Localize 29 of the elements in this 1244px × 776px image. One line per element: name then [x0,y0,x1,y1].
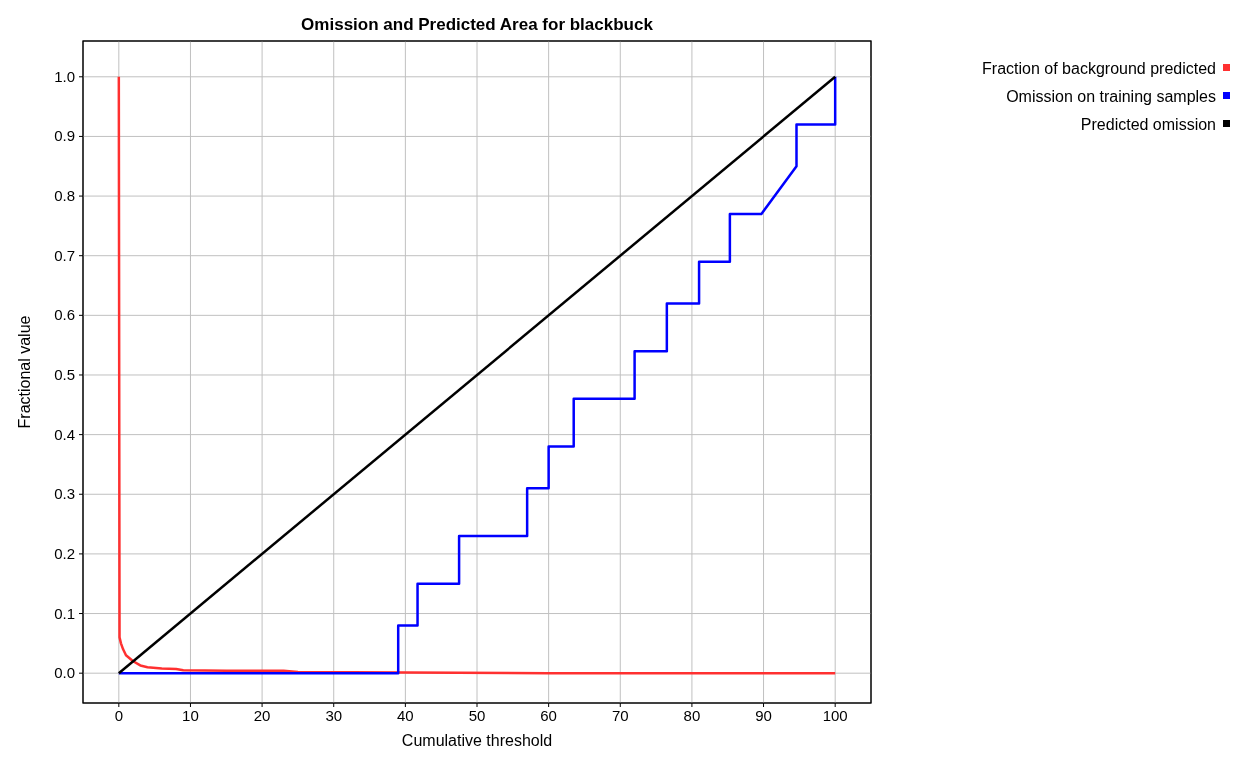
x-tick-label: 90 [755,707,772,724]
x-tick-label: 60 [540,707,557,724]
x-axis-title: Cumulative threshold [401,732,553,749]
y-tick-label: 0.9 [54,127,75,145]
y-tick-label: 0.6 [54,306,75,324]
legend-label: Fraction of background predicted [982,60,1216,77]
y-tick-label: 0.7 [54,246,75,264]
y-tick-label: 0.2 [54,544,75,562]
x-tick-label: 30 [325,707,343,724]
y-tick-label: 0.8 [54,187,75,205]
line-series [117,75,837,675]
legend-label: Predicted omission [1080,116,1216,133]
y-tick-label: 0.4 [54,425,75,443]
y-tick-label: 0.0 [54,664,75,682]
x-tick-label: 0 [114,707,123,724]
x-tick-label: 70 [611,707,629,724]
x-tick-label: 40 [397,707,414,724]
x-tick-label: 50 [468,707,486,724]
y-tick-label: 0.3 [54,485,75,503]
x-tick-label: 10 [182,707,199,724]
x-tick-label: 100 [822,707,848,724]
x-tick-label: 20 [253,707,271,724]
chart-title: Omission and Predicted Area for blackbuck [301,15,654,34]
y-tick-label: 1.0 [54,67,75,85]
y-tick-label: 0.5 [54,365,75,383]
y-axis-title: Fractional value [16,315,33,429]
legend-label: Omission on training samples [1006,88,1216,105]
y-tick-label: 0.1 [54,604,75,622]
x-tick-label: 80 [683,707,701,724]
